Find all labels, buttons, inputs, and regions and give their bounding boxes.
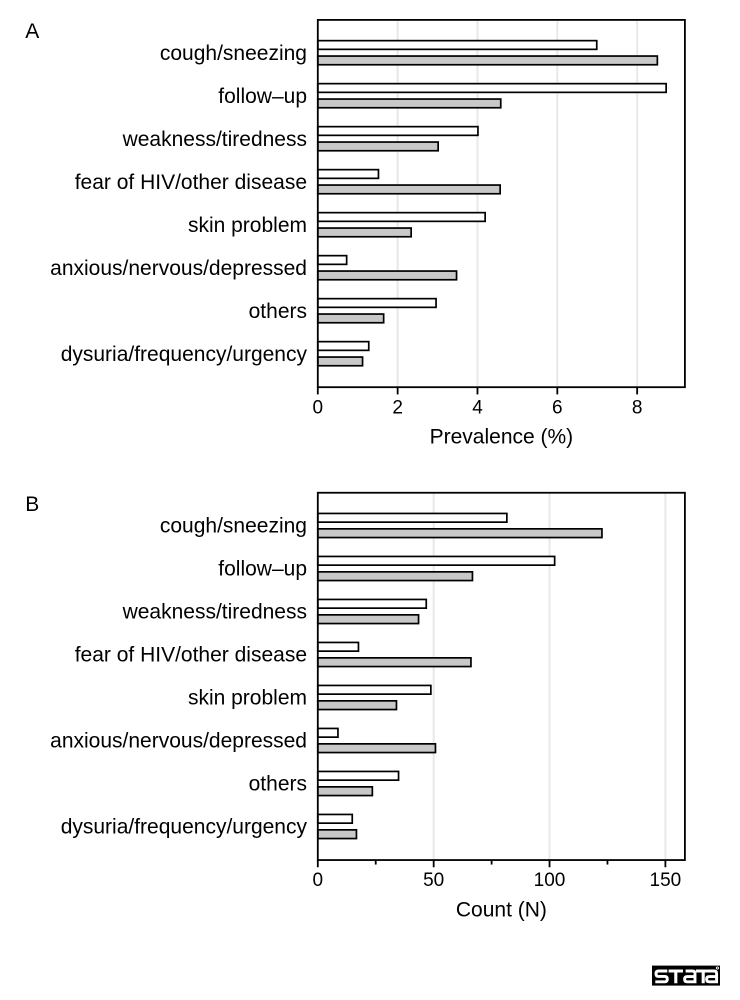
svg-text:Count (N): Count (N) xyxy=(456,898,547,921)
svg-text:weakness/tiredness: weakness/tiredness xyxy=(122,128,307,151)
svg-text:fear of HIV/other disease: fear of HIV/other disease xyxy=(75,644,307,667)
svg-text:anxious/nervous/depressed: anxious/nervous/depressed xyxy=(50,730,307,753)
svg-text:0: 0 xyxy=(313,870,324,891)
svg-text:B: B xyxy=(25,493,39,516)
svg-text:skin problem: skin problem xyxy=(188,214,307,237)
svg-text:4: 4 xyxy=(472,397,483,418)
svg-text:others: others xyxy=(249,773,307,796)
svg-text:fear of HIV/other disease: fear of HIV/other disease xyxy=(75,171,307,194)
svg-text:2: 2 xyxy=(392,397,403,418)
svg-text:100: 100 xyxy=(534,870,566,891)
svg-text:dysuria/frequency/urgency: dysuria/frequency/urgency xyxy=(61,343,308,366)
svg-text:weakness/tiredness: weakness/tiredness xyxy=(122,601,307,624)
svg-text:skin problem: skin problem xyxy=(188,687,307,710)
svg-text:cough/sneezing: cough/sneezing xyxy=(160,515,307,538)
svg-text:dysuria/frequency/urgency: dysuria/frequency/urgency xyxy=(61,816,308,839)
svg-text:A: A xyxy=(25,20,39,43)
svg-text:cough/sneezing: cough/sneezing xyxy=(160,42,307,65)
svg-text:8: 8 xyxy=(632,397,643,418)
svg-text:anxious/nervous/depressed: anxious/nervous/depressed xyxy=(50,257,307,280)
svg-text:others: others xyxy=(249,300,307,323)
svg-text:150: 150 xyxy=(650,870,682,891)
svg-text:50: 50 xyxy=(423,870,444,891)
svg-text:follow–up: follow–up xyxy=(218,558,307,581)
svg-text:0: 0 xyxy=(313,397,324,418)
svg-text:Prevalence (%): Prevalence (%) xyxy=(430,425,574,448)
svg-text:6: 6 xyxy=(552,397,563,418)
svg-text:follow–up: follow–up xyxy=(218,85,307,108)
